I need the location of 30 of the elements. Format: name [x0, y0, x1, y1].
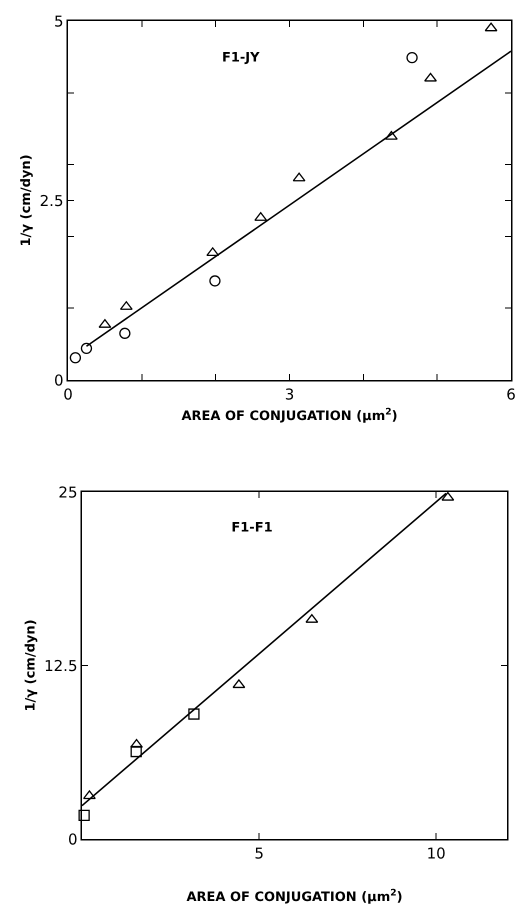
point: [406, 52, 418, 64]
text: F1-F1: [231, 520, 273, 536]
point: [424, 72, 437, 82]
point: [232, 679, 246, 688]
y-axis-title: 1/γ (cm/dyn): [18, 154, 34, 247]
point: [119, 328, 130, 339]
y-tick-label: 0: [54, 371, 64, 390]
point: [384, 130, 398, 140]
point: [209, 275, 221, 287]
point: [130, 746, 142, 758]
y-tick-label: 12.5: [44, 656, 78, 675]
point: [206, 247, 220, 256]
y-tick-label: 5: [54, 12, 64, 30]
x-tick-label: 3: [284, 386, 294, 404]
y-tick-label: 2.5: [40, 192, 64, 210]
x-axis-title: AREA OF CONJUGATION (μm$^{2}$): [186, 888, 403, 905]
point: [83, 790, 96, 800]
point: [78, 810, 90, 822]
text: F1-JY: [222, 50, 260, 66]
point: [441, 492, 454, 501]
x-axis-title: AREA OF CONJUGATION (μm$^{2}$): [181, 407, 398, 424]
y-tick-label: 0: [68, 830, 78, 848]
y-axis-title: 1/γ (cm/dyn): [23, 619, 38, 712]
point: [70, 352, 82, 364]
point: [130, 738, 143, 748]
point: [80, 342, 92, 354]
x-tick-label: 6: [506, 386, 516, 404]
x-tick-label: 10: [426, 844, 446, 862]
point: [188, 708, 200, 720]
y-tick-label: 25: [58, 483, 78, 502]
